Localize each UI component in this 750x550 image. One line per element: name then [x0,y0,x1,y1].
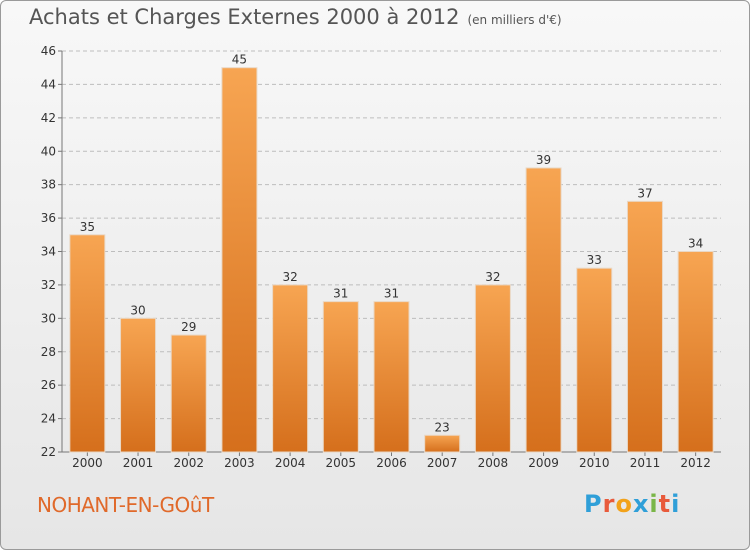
labels: 22 24 26 28 30 32 34 36 38 40 42 44 46 35 2000 30 2001 29… [41,44,711,470]
bar-2003 [221,67,258,453]
y-tick-label: 40 [41,144,56,158]
x-tick-label: 2004 [275,456,306,470]
bar-2001 [120,317,157,453]
chart-title-text: Achats et Charges Externes 2000 à 2012 [29,5,460,29]
data-label: 29 [181,320,196,334]
y-tick-label: 24 [41,412,56,426]
data-label: 35 [80,220,95,234]
bar-2012 [677,251,714,453]
y-tick-label: 36 [41,211,56,225]
bar-2006 [373,301,410,453]
data-label: 31 [384,287,399,301]
x-tick-label: 2011 [630,456,661,470]
y-tick-label: 42 [41,111,56,125]
chart-title: Achats et Charges Externes 2000 à 2012 (e… [29,5,562,29]
x-tick-label: 2000 [72,456,103,470]
x-tick-label: 2008 [478,456,509,470]
data-label: 45 [232,53,247,67]
bar-2008 [474,284,511,453]
data-label: 37 [637,186,652,200]
chart-subtitle: (en milliers d'€) [467,13,562,27]
y-tick-label: 26 [41,378,56,392]
x-tick-label: 2002 [173,456,204,470]
data-label: 32 [485,270,500,284]
y-tick-label: 34 [41,245,56,259]
bar-2005 [322,301,359,453]
bars [69,67,714,453]
logo-letter: r [602,490,616,518]
x-tick-label: 2012 [680,456,711,470]
bar-2004 [272,284,309,453]
x-tick-label: 2007 [427,456,458,470]
logo-letter: t [658,490,672,518]
data-label: 32 [282,270,297,284]
x-tick-label: 2010 [579,456,610,470]
logo-letter: P [584,490,603,518]
y-tick-label: 22 [41,445,56,459]
y-tick-label: 46 [41,44,56,58]
data-label: 23 [435,420,450,434]
bar-2002 [170,334,207,453]
logo-letter: x [632,490,650,518]
data-label: 39 [536,153,551,167]
commune-name: NOHANT-EN-GOûT [37,493,214,517]
bar-2009 [525,167,562,453]
logo-letter: o [615,490,633,518]
logo-letter: i [649,490,659,518]
y-tick-label: 38 [41,178,56,192]
y-tick-label: 28 [41,345,56,359]
bar-2000 [69,234,106,453]
data-label: 33 [587,253,602,267]
data-label: 34 [688,237,703,251]
data-label: 31 [333,287,348,301]
y-tick-label: 30 [41,311,56,325]
bar-2011 [626,200,663,453]
x-tick-label: 2006 [376,456,407,470]
x-tick-label: 2003 [224,456,255,470]
x-tick-label: 2001 [123,456,154,470]
proxiti-logo: Proxiti [584,490,680,518]
logo-letter: i [671,490,681,518]
bar-2010 [576,267,613,453]
data-label: 30 [130,303,145,317]
x-tick-label: 2009 [528,456,559,470]
bar-2007 [424,434,461,453]
y-tick-label: 32 [41,278,56,292]
x-tick-label: 2005 [326,456,357,470]
y-tick-label: 44 [41,77,56,91]
